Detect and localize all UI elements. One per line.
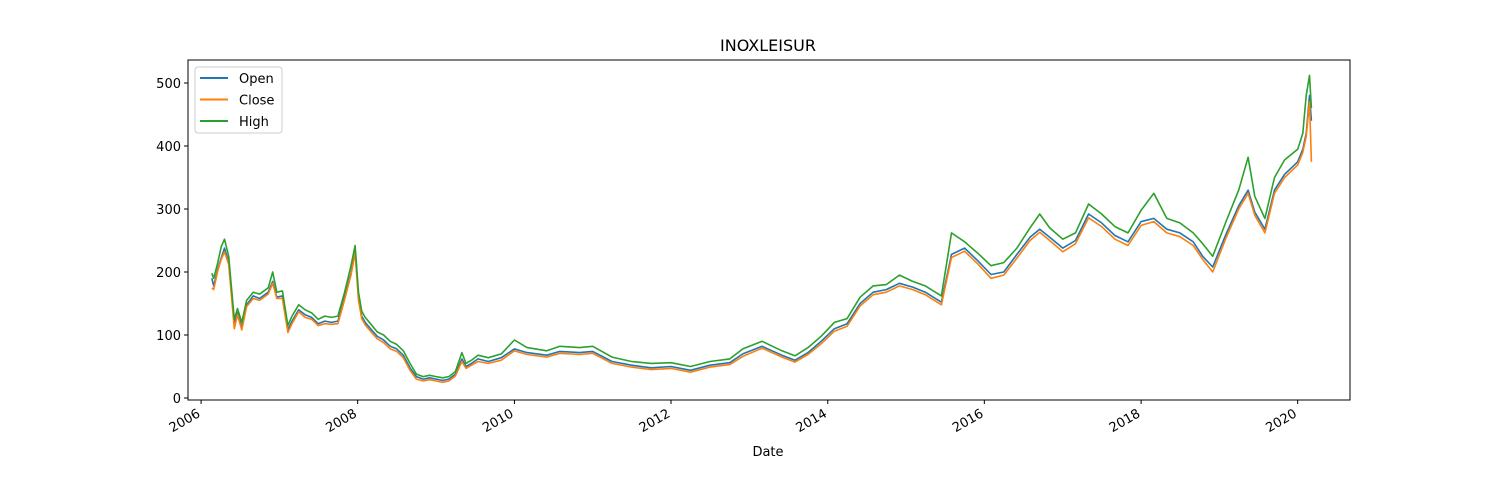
chart-title: INOXLEISUR — [720, 36, 816, 55]
y-tick-label: 500 — [156, 77, 181, 92]
y-tick-label: 100 — [156, 329, 181, 344]
series-line-close — [211, 101, 1313, 384]
y-tick-label: 300 — [156, 203, 181, 218]
x-axis-label: Date — [752, 445, 783, 460]
legend-label-open: Open — [239, 72, 274, 87]
legend-label-high: High — [239, 115, 269, 130]
legend-frame — [194, 66, 283, 134]
plot-area — [211, 74, 1313, 384]
y-tick-label: 200 — [156, 266, 181, 281]
y-axis: 0 100 200 300 400 500 — [156, 77, 188, 407]
series-layer — [211, 74, 1313, 384]
y-tick-label: 400 — [156, 140, 181, 155]
series-line-high — [211, 74, 1313, 379]
series-line-open — [211, 94, 1313, 382]
legend-label-close: Close — [239, 94, 274, 109]
y-tick-label: 0 — [173, 392, 181, 407]
legend: Open Close High — [194, 66, 283, 134]
plot-frame — [187, 59, 1351, 401]
